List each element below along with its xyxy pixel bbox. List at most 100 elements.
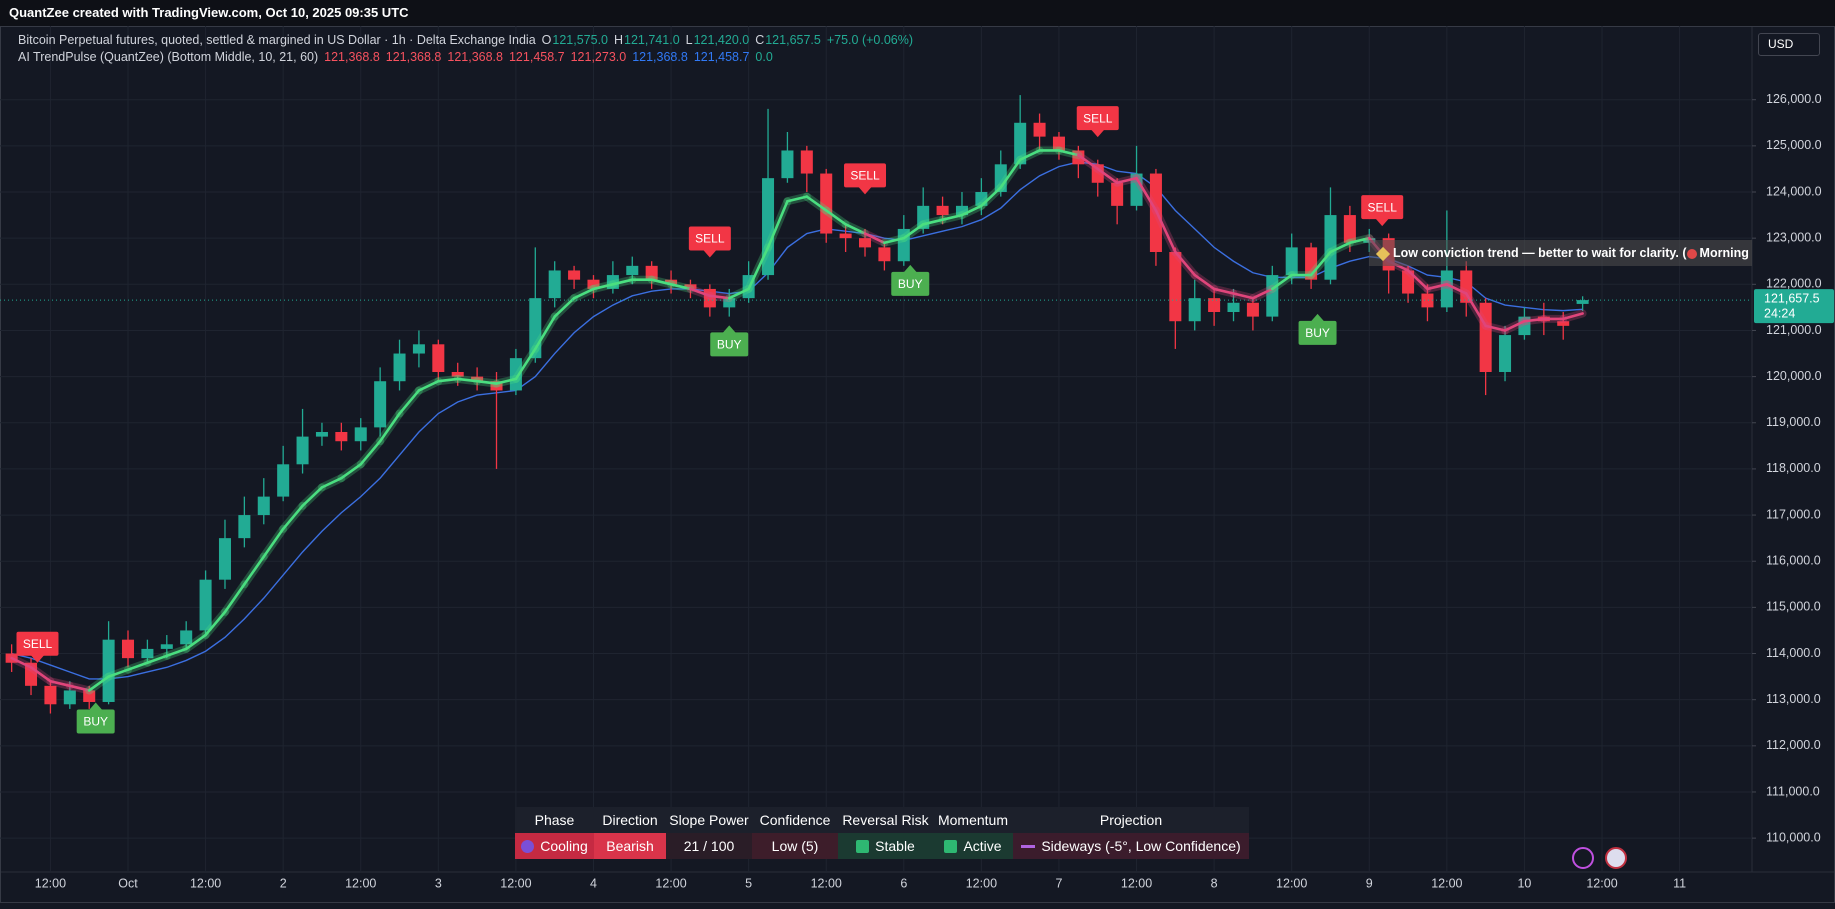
trend-line <box>281 504 304 531</box>
signal-box <box>1076 106 1119 131</box>
y-tick-label: 117,000.0 <box>1766 507 1821 521</box>
indicator-value: 121,458.7 <box>508 50 565 64</box>
candle-body <box>257 496 270 516</box>
y-tick-label: 119,000.0 <box>1766 415 1821 429</box>
trend-line <box>1193 273 1216 291</box>
trend-line <box>1077 153 1100 171</box>
trend-line <box>1232 292 1255 300</box>
candle-body <box>199 579 212 631</box>
trend-line <box>126 661 149 671</box>
direction: Bearish <box>606 838 654 854</box>
x-tick-label: 12:00 <box>811 876 842 890</box>
candle-body <box>1324 215 1337 280</box>
header-cell: Projection <box>1013 807 1249 833</box>
ohlc-key: L <box>685 33 693 47</box>
x-tick-label: 12:00 <box>1431 876 1462 890</box>
trend-line <box>68 684 91 692</box>
value-cell: Low (5) <box>752 833 838 859</box>
signal-box <box>76 709 115 734</box>
trend-line <box>1523 317 1546 323</box>
x-tick-label: 7 <box>1055 876 1062 890</box>
value-cell: 21 / 100 <box>666 833 752 859</box>
signal-pointer <box>1090 129 1105 138</box>
trend-line <box>1057 149 1080 157</box>
candle-body <box>432 344 445 372</box>
x-tick-label: 12:00 <box>1121 876 1152 890</box>
signal-box <box>891 271 930 296</box>
trend-line <box>417 379 440 392</box>
signal-label: SELL <box>850 168 880 182</box>
signal-box <box>710 332 749 357</box>
y-tick-label: 125,000.0 <box>1766 138 1822 152</box>
trend-line <box>844 223 867 235</box>
candle-body <box>412 344 425 354</box>
signal-box <box>16 631 59 656</box>
symbol: Bitcoin Perpetual futures, quoted, settl… <box>18 33 536 47</box>
flag-icon[interactable] <box>1605 847 1627 869</box>
header-cell: Reversal Risk <box>838 807 933 833</box>
credit: QuantZee created with TradingView.com, O… <box>0 0 1835 26</box>
candle-body <box>83 690 96 702</box>
x-tick-label: 12:00 <box>190 876 221 890</box>
trend-line <box>921 218 944 226</box>
candle-body <box>141 648 154 659</box>
last-price-box <box>1754 289 1834 324</box>
signal-pointer <box>702 249 717 258</box>
lightning-icon[interactable] <box>1572 847 1594 869</box>
trend-line <box>1174 250 1197 277</box>
trend-line <box>1271 273 1293 291</box>
signal-pointer <box>1310 313 1325 322</box>
candle-body <box>936 205 949 216</box>
indicator-value: 121,368.8 <box>324 50 380 64</box>
candle-body <box>393 353 406 382</box>
currency-button[interactable]: USD <box>1758 33 1820 56</box>
y-tick-label: 115,000.0 <box>1766 600 1821 614</box>
candle-body <box>374 381 387 428</box>
candle-body <box>1557 321 1570 326</box>
x-tick-label: 9 <box>1366 876 1373 890</box>
signal-pointer <box>88 702 103 711</box>
candle-body <box>1499 335 1512 372</box>
projection: Sideways (-5°, Low Confidence) <box>1041 838 1241 854</box>
ohlc-key: H <box>614 33 624 47</box>
candle-body <box>354 427 367 442</box>
trend-line <box>87 675 110 692</box>
x-tick-label: 4 <box>590 876 597 890</box>
header-cell: Phase <box>515 807 594 833</box>
signal-pointer <box>903 264 918 273</box>
candle-body <box>548 270 561 299</box>
dashboard: Phase Direction Slope Power Confidence R… <box>515 807 1249 859</box>
candle-body <box>218 538 231 580</box>
symbol-line: Bitcoin Perpetual futures, quoted, settl… <box>18 33 919 47</box>
candle-body <box>800 150 813 174</box>
trend-line <box>1096 167 1119 185</box>
clock-icon <box>1686 248 1697 259</box>
confidence: Low (5) <box>771 838 819 854</box>
candle-body <box>1227 302 1240 312</box>
y-tick-label: 126,000.0 <box>1766 92 1822 106</box>
candle-body <box>1111 182 1124 206</box>
value-cell: Cooling <box>515 833 594 859</box>
trend-line <box>805 195 828 212</box>
value-cell: Stable <box>838 833 933 859</box>
candle-body <box>684 284 697 289</box>
candle-body <box>665 279 678 285</box>
signal-label: SELL <box>1083 111 1113 125</box>
trend-line <box>960 204 983 217</box>
trend-line <box>398 389 421 415</box>
signal-label: SELL <box>695 232 725 246</box>
signal-label: BUY <box>898 277 923 291</box>
dashboard-values: Cooling Bearish 21 / 100 Low (5) Stable … <box>515 833 1249 859</box>
trend-line <box>495 377 518 385</box>
candle-body <box>723 298 736 308</box>
trend-line <box>320 476 343 489</box>
trend-line <box>456 377 479 383</box>
candle-body <box>63 690 76 705</box>
signal-label: SELL <box>23 637 53 651</box>
trend-line <box>1464 292 1487 328</box>
ohlc-key: O <box>541 33 552 47</box>
indicator-value: 121,273.0 <box>570 50 627 64</box>
trend-line <box>165 647 188 658</box>
